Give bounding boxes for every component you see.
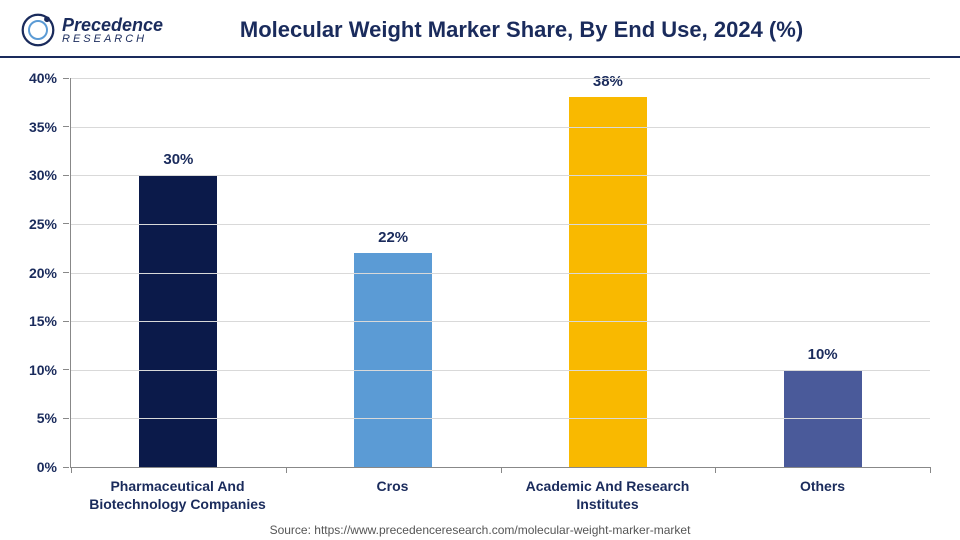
gridline <box>71 127 930 128</box>
gridline <box>71 224 930 225</box>
gridline <box>71 321 930 322</box>
y-tick: 25% <box>29 216 69 232</box>
y-tick-label: 5% <box>37 410 57 426</box>
logo-text: Precedence RESEARCH <box>62 16 163 45</box>
y-tick: 35% <box>29 119 69 135</box>
gridline <box>71 370 930 371</box>
bar: 38% <box>569 97 647 467</box>
x-axis-label: Pharmaceutical And Biotechnology Compani… <box>70 478 285 513</box>
y-tick: 10% <box>29 362 69 378</box>
y-tick: 30% <box>29 167 69 183</box>
y-tick-mark <box>63 272 69 273</box>
chart-area: 0%5%10%15%20%25%30%35%40% 30%22%38%10% <box>70 78 930 468</box>
x-tick-mark <box>501 467 502 473</box>
y-tick-label: 20% <box>29 265 57 281</box>
gridline <box>71 273 930 274</box>
x-axis-labels: Pharmaceutical And Biotechnology Compani… <box>70 478 930 513</box>
gridline <box>71 418 930 419</box>
header: Precedence RESEARCH Molecular Weight Mar… <box>0 0 960 58</box>
y-tick-label: 10% <box>29 362 57 378</box>
logo-line1: Precedence <box>62 16 163 34</box>
y-tick-label: 30% <box>29 167 57 183</box>
y-tick: 20% <box>29 265 69 281</box>
x-axis-label: Cros <box>285 478 500 513</box>
x-axis-label: Academic And Research Institutes <box>500 478 715 513</box>
logo-line2: RESEARCH <box>62 34 163 45</box>
y-tick-mark <box>63 321 69 322</box>
y-tick-mark <box>63 126 69 127</box>
x-tick-mark <box>930 467 931 473</box>
y-tick: 40% <box>29 70 69 86</box>
y-tick-label: 0% <box>37 459 57 475</box>
y-tick: 0% <box>37 459 69 475</box>
y-tick: 15% <box>29 313 69 329</box>
y-tick-label: 40% <box>29 70 57 86</box>
x-tick-mark <box>71 467 72 473</box>
x-tick-mark <box>715 467 716 473</box>
y-tick-mark <box>63 78 69 79</box>
y-tick-mark <box>63 223 69 224</box>
y-tick-label: 15% <box>29 313 57 329</box>
y-tick-mark <box>63 175 69 176</box>
source-text: Source: https://www.precedenceresearch.c… <box>0 523 960 537</box>
y-tick-mark <box>63 418 69 419</box>
x-tick-mark <box>286 467 287 473</box>
y-axis: 0%5%10%15%20%25%30%35%40% <box>21 78 69 467</box>
chart-title: Molecular Weight Marker Share, By End Us… <box>203 17 940 43</box>
y-tick: 5% <box>37 410 69 426</box>
y-tick-label: 35% <box>29 119 57 135</box>
bar-value-label: 38% <box>593 73 623 90</box>
bar-value-label: 30% <box>163 151 193 168</box>
logo: Precedence RESEARCH <box>20 12 163 48</box>
bar: 22% <box>354 253 432 467</box>
bar-value-label: 10% <box>808 346 838 363</box>
logo-icon <box>20 12 56 48</box>
gridline <box>71 175 930 176</box>
y-tick-mark <box>63 467 69 468</box>
y-tick-label: 25% <box>29 216 57 232</box>
x-axis-label: Others <box>715 478 930 513</box>
gridline <box>71 78 930 79</box>
y-tick-mark <box>63 369 69 370</box>
bar-value-label: 22% <box>378 229 408 246</box>
